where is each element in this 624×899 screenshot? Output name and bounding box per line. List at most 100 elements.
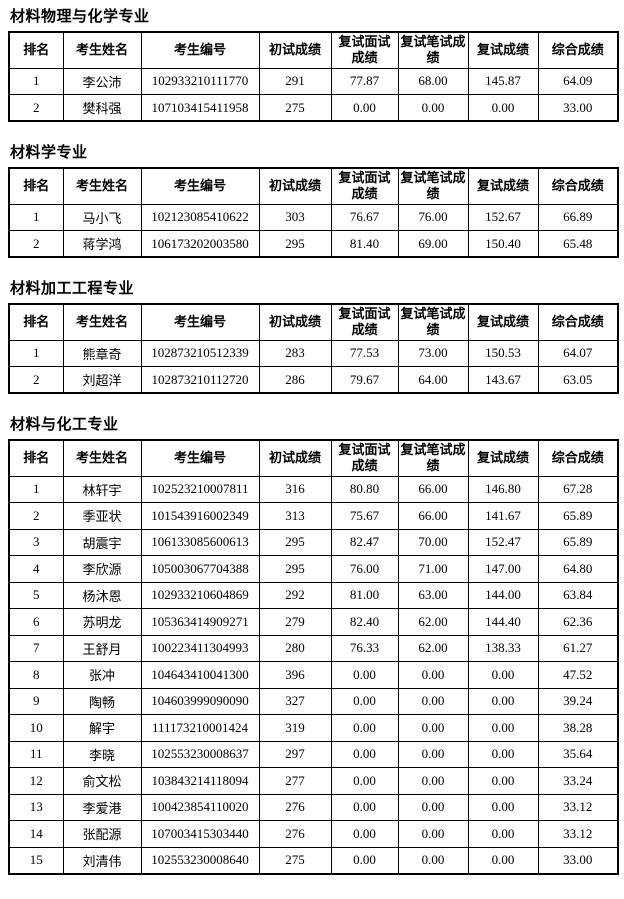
retest-score-cell: 152.47 [467, 528, 539, 556]
candidate-id-cell: 102933210604869 [140, 581, 260, 609]
initial-score-cell: 276 [258, 820, 332, 848]
candidate-id-cell: 102523210007811 [140, 475, 260, 503]
table-row: 12 俞文松 103843214118094 277 0.00 0.00 0.00 33.24 [8, 767, 619, 795]
retest-score-cell: 145.87 [467, 67, 539, 95]
table-row: 13 李爱港 100423854110020 276 0.00 0.00 0.00 33.12 [8, 793, 619, 821]
written-score-cell: 76.00 [397, 203, 469, 231]
interview-score-cell: 0.00 [330, 793, 399, 821]
rank-cell: 1 [8, 67, 64, 95]
retest-score-cell: 0.00 [467, 714, 539, 742]
initial-score-cell: 277 [258, 767, 332, 795]
name-cell: 马小飞 [62, 203, 142, 231]
candidate-id-cell: 104643410041300 [140, 661, 260, 689]
table-row: 10 解宇 111173210001424 319 0.00 0.00 0.00 38.28 [8, 714, 619, 742]
interview-score-cell: 76.33 [330, 634, 399, 662]
interview-score-cell: 0.00 [330, 714, 399, 742]
score-table: 排名 考生姓名 考生编号 初试成绩 复试面试成绩 复试笔试成绩 复试成绩 综合成绩 1 李公沛 1… [8, 31, 619, 122]
name-cell: 苏明龙 [62, 608, 142, 636]
rank-cell: 1 [8, 475, 64, 503]
interview-score-cell: 0.00 [330, 661, 399, 689]
column-header: 复试笔试成绩 [397, 167, 469, 205]
interview-score-cell: 77.87 [330, 67, 399, 95]
rank-cell: 1 [8, 203, 64, 231]
written-score-cell: 64.00 [397, 366, 469, 394]
retest-score-cell: 0.00 [467, 793, 539, 821]
rank-cell: 2 [8, 502, 64, 530]
name-cell: 李晓 [62, 740, 142, 768]
name-cell: 樊科强 [62, 94, 142, 122]
column-header: 复试面试成绩 [330, 439, 399, 477]
retest-score-cell: 0.00 [467, 687, 539, 715]
table-row: 1 熊章奇 102873210512339 283 77.53 73.00 150.53 64… [8, 339, 619, 367]
column-header: 复试笔试成绩 [397, 303, 469, 341]
interview-score-cell: 75.67 [330, 502, 399, 530]
column-header: 排名 [8, 167, 64, 205]
initial-score-cell: 316 [258, 475, 332, 503]
column-header: 复试成绩 [467, 303, 539, 341]
retest-score-cell: 147.00 [467, 555, 539, 583]
interview-score-cell: 76.67 [330, 203, 399, 231]
initial-score-cell: 295 [258, 555, 332, 583]
interview-score-cell: 77.53 [330, 339, 399, 367]
overall-score-cell: 66.89 [537, 203, 619, 231]
overall-score-cell: 63.84 [537, 581, 619, 609]
column-header: 考生编号 [140, 167, 260, 205]
column-header: 排名 [8, 439, 64, 477]
name-cell: 张冲 [62, 661, 142, 689]
overall-score-cell: 61.27 [537, 634, 619, 662]
candidate-id-cell: 106173202003580 [140, 230, 260, 258]
rank-cell: 5 [8, 581, 64, 609]
written-score-cell: 66.00 [397, 475, 469, 503]
column-header: 综合成绩 [537, 167, 619, 205]
retest-score-cell: 144.40 [467, 608, 539, 636]
candidate-id-cell: 102553230008640 [140, 846, 260, 874]
interview-score-cell: 0.00 [330, 846, 399, 874]
interview-score-cell: 0.00 [330, 820, 399, 848]
table-row: 2 刘超洋 102873210112720 286 79.67 64.00 143.67 63… [8, 366, 619, 394]
written-score-cell: 62.00 [397, 634, 469, 662]
column-header: 初试成绩 [258, 303, 332, 341]
table-row: 2 蒋学鸿 106173202003580 295 81.40 69.00 150.40 65… [8, 230, 619, 258]
column-header: 排名 [8, 303, 64, 341]
retest-score-cell: 146.80 [467, 475, 539, 503]
table-row: 2 季亚状 101543916002349 313 75.67 66.00 141.67 65… [8, 502, 619, 530]
score-table: 排名 考生姓名 考生编号 初试成绩 复试面试成绩 复试笔试成绩 复试成绩 综合成绩 1 林轩宇 1… [8, 439, 619, 875]
column-header: 复试笔试成绩 [397, 439, 469, 477]
initial-score-cell: 297 [258, 740, 332, 768]
rank-cell: 2 [8, 366, 64, 394]
score-table: 排名 考生姓名 考生编号 初试成绩 复试面试成绩 复试笔试成绩 复试成绩 综合成绩 1 马小飞 1… [8, 167, 619, 258]
initial-score-cell: 295 [258, 528, 332, 556]
column-header: 考生姓名 [62, 439, 142, 477]
table-row: 8 张冲 104643410041300 396 0.00 0.00 0.00 47.52 [8, 661, 619, 689]
name-cell: 李爱港 [62, 793, 142, 821]
candidate-id-cell: 102123085410622 [140, 203, 260, 231]
table-header-row: 排名 考生姓名 考生编号 初试成绩 复试面试成绩 复试笔试成绩 复试成绩 综合成绩 [8, 439, 619, 477]
written-score-cell: 71.00 [397, 555, 469, 583]
overall-score-cell: 33.12 [537, 793, 619, 821]
candidate-id-cell: 107103415411958 [140, 94, 260, 122]
name-cell: 俞文松 [62, 767, 142, 795]
candidate-id-cell: 111173210001424 [140, 714, 260, 742]
overall-score-cell: 33.00 [537, 94, 619, 122]
written-score-cell: 66.00 [397, 502, 469, 530]
rank-cell: 11 [8, 740, 64, 768]
column-header: 初试成绩 [258, 31, 332, 69]
retest-score-cell: 141.67 [467, 502, 539, 530]
retest-score-cell: 152.67 [467, 203, 539, 231]
column-header: 复试面试成绩 [330, 167, 399, 205]
overall-score-cell: 67.28 [537, 475, 619, 503]
candidate-id-cell: 106133085600613 [140, 528, 260, 556]
written-score-cell: 0.00 [397, 820, 469, 848]
interview-score-cell: 82.40 [330, 608, 399, 636]
table-row: 7 王舒月 100223411304993 280 76.33 62.00 138.33 61… [8, 634, 619, 662]
interview-score-cell: 79.67 [330, 366, 399, 394]
initial-score-cell: 286 [258, 366, 332, 394]
name-cell: 刘清伟 [62, 846, 142, 874]
rank-cell: 6 [8, 608, 64, 636]
major-title: 材料物理与化学专业 [10, 8, 150, 25]
major-title: 材料加工工程专业 [10, 280, 135, 297]
table-row: 1 林轩宇 102523210007811 316 80.80 66.00 146.80 67… [8, 475, 619, 503]
rank-cell: 12 [8, 767, 64, 795]
overall-score-cell: 39.24 [537, 687, 619, 715]
